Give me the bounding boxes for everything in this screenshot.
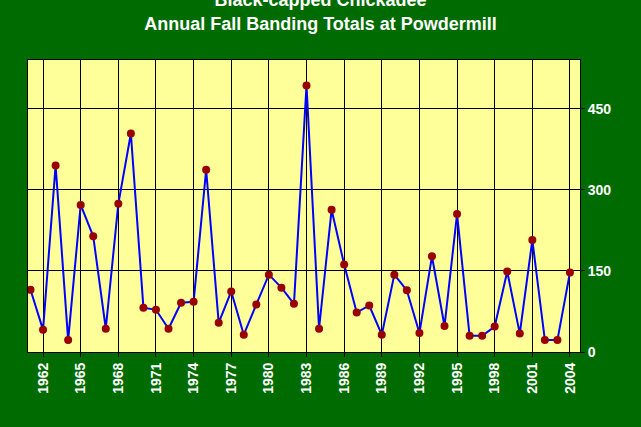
svg-text:1968: 1968	[110, 362, 126, 393]
svg-text:1986: 1986	[336, 362, 352, 393]
svg-text:1992: 1992	[411, 362, 427, 393]
svg-text:Black-capped ChickadeeAnnual F: Black-capped ChickadeeAnnual Fall Bandin…	[144, 0, 497, 34]
svg-text:2004: 2004	[562, 362, 578, 393]
svg-text:2001: 2001	[524, 362, 540, 393]
svg-text:1998: 1998	[486, 362, 502, 393]
svg-text:1995: 1995	[449, 362, 465, 393]
svg-text:1974: 1974	[185, 362, 201, 393]
svg-text:1980: 1980	[260, 362, 276, 393]
svg-text:1971: 1971	[148, 362, 164, 393]
svg-text:1965: 1965	[72, 362, 88, 393]
svg-text:150: 150	[588, 263, 612, 279]
svg-text:0: 0	[588, 344, 596, 360]
svg-text:1989: 1989	[373, 362, 389, 393]
svg-text:1977: 1977	[223, 362, 239, 393]
svg-text:300: 300	[588, 182, 612, 198]
svg-text:1983: 1983	[298, 362, 314, 393]
svg-text:1962: 1962	[35, 362, 51, 393]
svg-text:450: 450	[588, 101, 612, 117]
